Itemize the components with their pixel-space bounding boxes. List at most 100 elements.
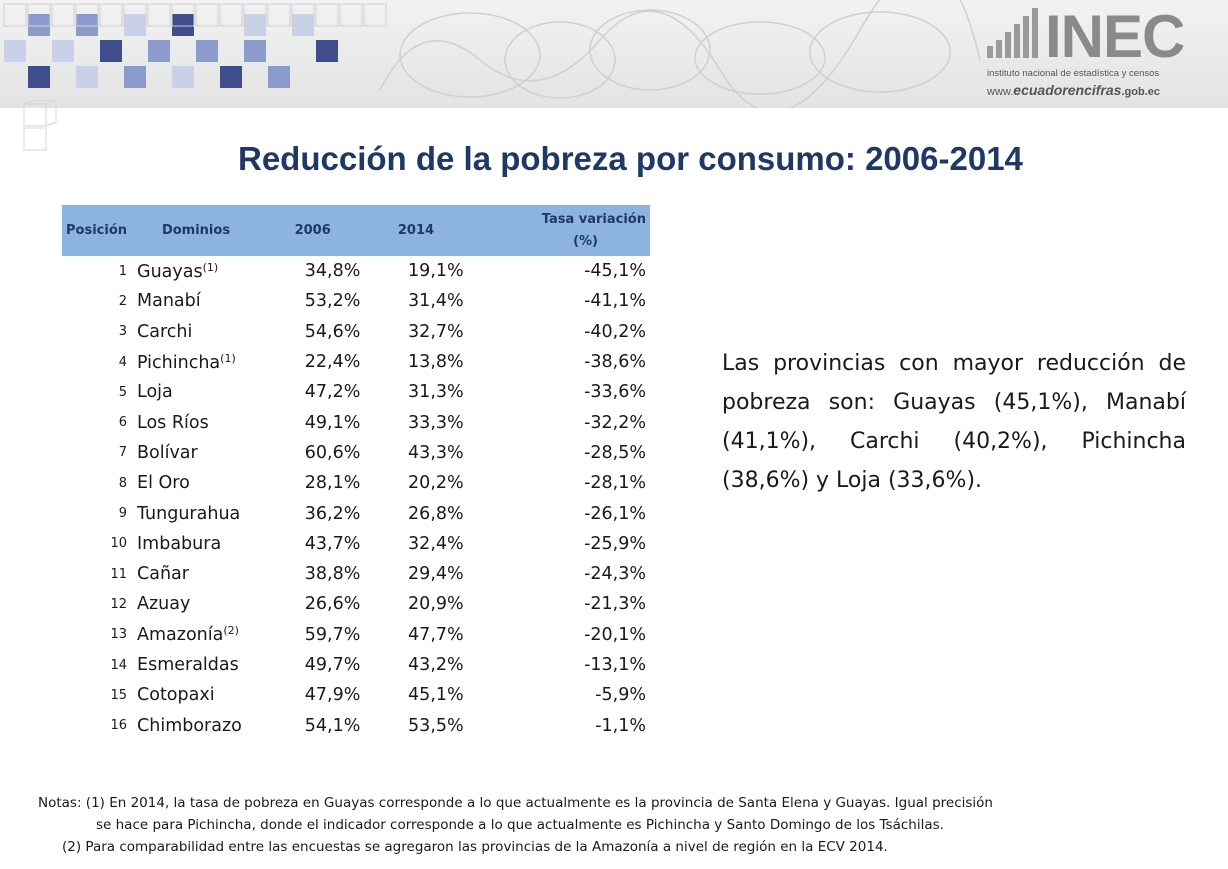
cell-dominio: El Oro [131, 468, 261, 498]
dominio-name: El Oro [137, 473, 190, 494]
cell-posicion: 2 [118, 293, 128, 309]
cell-tasa: -5,9% [595, 685, 646, 706]
cell-2014: 29,4% [408, 564, 464, 585]
table-row: 2 Manabí 53,2% 31,4% -41,1% [62, 286, 650, 316]
cell-2014: 45,1% [408, 685, 464, 706]
dominio-name: Loja [137, 382, 173, 403]
cube-tile [148, 40, 170, 62]
logo-url-prefix: www. [987, 86, 1014, 98]
cell-dominio: Los Ríos [131, 407, 261, 437]
table-row: 11 Cañar 38,8% 29,4% -24,3% [62, 559, 650, 589]
header-tasa-line2: (%) [573, 233, 598, 249]
cube-tile [292, 14, 314, 36]
notes: Notas: (1) En 2014, la tasa de pobreza e… [38, 792, 1188, 858]
summary-text: Las provincias con mayor reducción de po… [722, 351, 1186, 493]
cell-2006: 49,1% [304, 412, 361, 433]
logo-wordmark: INEC [1045, 3, 1185, 70]
cube-tile [244, 14, 266, 36]
footnote-marker: (2) [223, 624, 239, 638]
cell-posicion: 1 [118, 263, 128, 279]
logo-bars-icon [987, 8, 1038, 58]
cell-posicion: 11 [110, 566, 128, 582]
cube-tile [172, 14, 194, 36]
header-banner: INEC instituto nacional de estadística y… [0, 0, 1228, 108]
dominio-name: Imbabura [137, 533, 222, 554]
table-row: 7 Bolívar 60,6% 43,3% -28,5% [62, 438, 650, 468]
logo-url: www.ecuadorencifras.gob.ec [987, 82, 1160, 98]
cell-posicion: 9 [118, 506, 128, 522]
header-tasa: Tasa variación (%) [467, 205, 650, 256]
cube-tile [124, 14, 146, 36]
logo-subtitle: instituto nacional de estadística y cens… [987, 68, 1160, 79]
cell-dominio: Esmeraldas [131, 650, 261, 680]
table-row: 10 Imbabura 43,7% 32,4% -25,9% [62, 529, 650, 559]
cell-dominio: Guayas(1) [131, 256, 261, 286]
cell-tasa: -20,1% [584, 624, 646, 645]
table-row: 12 Azuay 26,6% 20,9% -21,3% [62, 589, 650, 619]
table-row: 5 Loja 47,2% 31,3% -33,6% [62, 377, 650, 407]
header-dominios: Dominios [131, 205, 262, 256]
cell-dominio: Tungurahua [131, 498, 261, 528]
cell-dominio: Manabí [131, 286, 261, 316]
cell-posicion: 12 [110, 596, 128, 612]
dominio-name: Amazonía [137, 625, 224, 646]
dominio-name: Guayas [137, 261, 203, 282]
cell-posicion: 6 [118, 415, 128, 431]
cell-2014: 32,7% [408, 321, 464, 342]
cell-dominio: Cotopaxi [131, 680, 261, 710]
cell-tasa: -28,1% [584, 473, 646, 494]
cube-outline [219, 3, 243, 27]
note-line-3: (2) Para comparabilidad entre las encues… [62, 839, 888, 855]
cell-tasa: -24,3% [584, 564, 646, 585]
cell-posicion: 15 [110, 687, 128, 703]
cell-2006: 22,4% [304, 352, 361, 373]
dominio-name: Manabí [137, 291, 201, 312]
cube-outline [267, 3, 291, 27]
cell-2014: 43,3% [408, 442, 464, 463]
cell-2006: 54,6% [304, 321, 361, 342]
dominio-name: Los Ríos [137, 412, 209, 433]
table-row: 16 Chimborazo 54,1% 53,5% -1,1% [62, 710, 650, 740]
cell-2006: 49,7% [304, 655, 361, 675]
table-row: 8 El Oro 28,1% 20,2% -28,1% [62, 468, 650, 498]
cube-outline [27, 3, 51, 27]
cell-dominio: Azuay [131, 589, 261, 619]
cell-posicion: 7 [118, 445, 128, 461]
dominio-name: Cañar [137, 564, 189, 585]
cube-outline [123, 3, 147, 27]
cell-posicion: 4 [118, 354, 128, 370]
cell-tasa: -13,1% [584, 655, 646, 675]
cube-tile [76, 66, 98, 88]
table-row: 1 Guayas(1) 34,8% 19,1% -45,1% [62, 256, 650, 286]
cell-2014: 33,3% [408, 412, 464, 433]
decorative-grid-cubes [23, 100, 57, 151]
cube-tile [28, 66, 50, 88]
table-row: 9 Tungurahua 36,2% 26,8% -26,1% [62, 498, 650, 528]
cell-dominio: Chimborazo [131, 710, 261, 740]
cell-2014: 19,1% [408, 261, 464, 282]
cube-tile [4, 40, 26, 62]
footnote-marker: (1) [202, 260, 219, 274]
dominio-name: Bolívar [137, 442, 198, 463]
cube-outline [171, 3, 195, 27]
cube-outline [51, 3, 75, 27]
cell-2014: 47,7% [408, 624, 464, 645]
cell-tasa: -45,1% [584, 261, 646, 282]
dominio-name: Carchi [137, 321, 193, 342]
cube-tile [220, 66, 242, 88]
cube-tile [124, 66, 146, 88]
footnote-marker: (1) [220, 351, 236, 365]
cell-dominio: Loja [131, 377, 261, 407]
page-title: Reducción de la pobreza por consumo: 200… [238, 140, 1023, 177]
cell-2014: 26,8% [408, 503, 464, 524]
cell-2006: 43,7% [304, 533, 361, 554]
table-row: 4 Pichincha(1) 22,4% 13,8% -38,6% [62, 347, 650, 377]
logo-url-main: ecuadorencifras [1013, 82, 1122, 98]
cube-outline [339, 3, 363, 27]
cell-tasa: -40,2% [584, 321, 646, 342]
cell-2006: 47,2% [304, 382, 361, 403]
cube-outline [99, 3, 123, 27]
cube-outline [315, 3, 339, 27]
cell-2014: 32,4% [408, 533, 464, 554]
cell-tasa: -41,1% [584, 291, 646, 312]
